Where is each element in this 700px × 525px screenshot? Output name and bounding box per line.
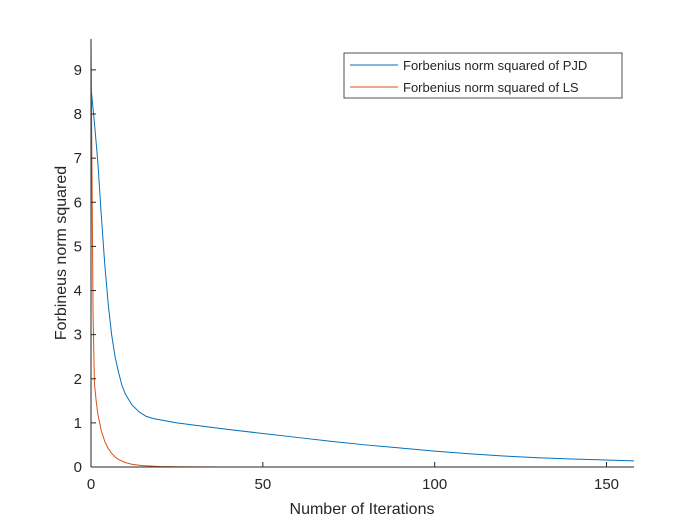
series-line-pjd <box>90 87 635 462</box>
legend: Forbenius norm squared of PJD Forbenius … <box>343 52 623 99</box>
y-axis-label: Forbineus norm squared <box>53 166 70 340</box>
x-tick-label: 100 <box>422 476 447 493</box>
legend-label-ls: Forbenius norm squared of LS <box>403 80 579 95</box>
legend-box <box>343 52 623 99</box>
y-ticks: 0 1 2 3 4 5 6 7 8 9 <box>74 62 96 476</box>
y-tick-label: 5 <box>74 238 82 255</box>
y-tick-label: 9 <box>74 62 82 79</box>
x-axis-label: Number of Iterations <box>290 501 435 518</box>
plot-area <box>91 39 634 467</box>
x-tick-label: 0 <box>87 476 95 493</box>
y-tick-label: 3 <box>74 327 82 344</box>
x-ticks: 0 50 100 150 <box>87 462 619 493</box>
y-tick-label: 4 <box>74 283 82 300</box>
y-tick-label: 6 <box>74 194 82 211</box>
x-tick-label: 50 <box>254 476 271 493</box>
y-tick-label: 2 <box>74 371 82 388</box>
x-tick-label: 150 <box>594 476 619 493</box>
legend-label-pjd: Forbenius norm squared of PJD <box>403 58 587 73</box>
y-tick-label: 7 <box>74 150 82 167</box>
y-tick-label: 8 <box>74 106 82 123</box>
y-tick-label: 0 <box>74 459 82 476</box>
y-tick-label: 1 <box>74 415 82 432</box>
